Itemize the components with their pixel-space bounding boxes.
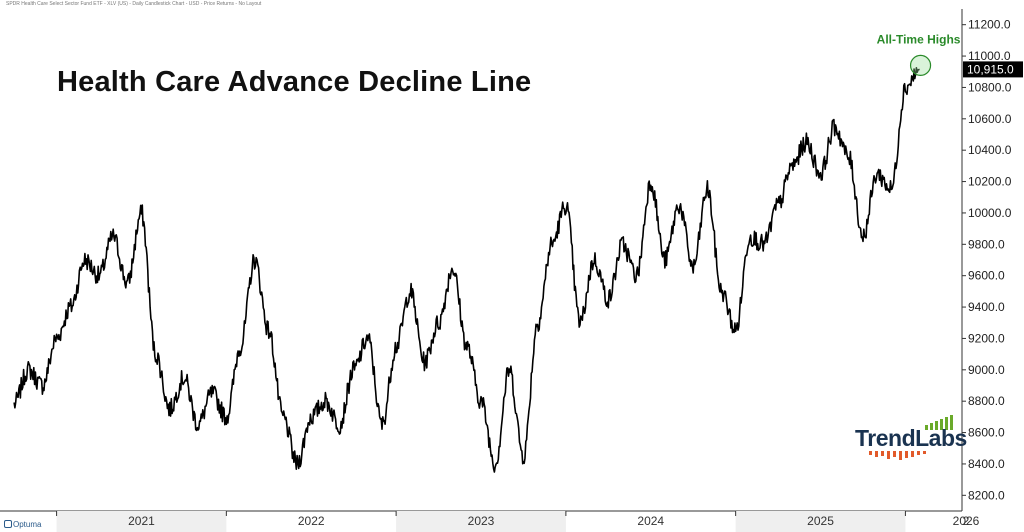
y-tick-label: 10800.0 — [968, 80, 1012, 94]
x-tick-label: 2023 — [468, 514, 495, 528]
all-time-high-marker — [909, 54, 932, 76]
last-value-box — [963, 61, 1023, 78]
y-tick-label: 11200.0 — [968, 18, 1011, 32]
x-band — [56, 511, 227, 532]
x-axis-bands — [56, 511, 906, 532]
optuma-watermark: Optuma — [4, 520, 41, 529]
y-tick-label: 8200.0 — [968, 488, 1005, 502]
last-value-label: 10,915.0 — [967, 62, 1014, 76]
chart-title: Health Care Advance Decline Line — [57, 66, 532, 98]
x-tick-label: 2 — [963, 514, 970, 528]
y-tick-label: 10000.0 — [968, 206, 1012, 220]
x-tick-label: 2024 — [637, 514, 664, 528]
y-tick-label: 10600.0 — [968, 112, 1012, 126]
ad-line-series — [13, 67, 920, 473]
y-tick-label: 11000.0 — [968, 49, 1011, 63]
y-tick-label: 8600.0 — [968, 426, 1005, 440]
optuma-label: Optuma — [13, 520, 42, 529]
annotation-label: All-Time Highs — [877, 32, 961, 46]
x-tick-label: 2025 — [807, 514, 834, 528]
x-tick-label: 2022 — [298, 514, 325, 528]
y-tick-label: 10400.0 — [968, 143, 1012, 157]
logo-bars-graphic — [869, 415, 953, 460]
y-tick-label: 9800.0 — [968, 237, 1005, 251]
logo-text: TrendLabs — [855, 425, 967, 451]
trendlabs-logo: TrendLabs — [855, 415, 967, 463]
annotation-layer: All-Time Highs 10,915.0 — [877, 32, 1023, 78]
y-tick-label: 9600.0 — [968, 269, 1005, 283]
y-tick-label: 9200.0 — [968, 331, 1005, 345]
y-tick-label: 8400.0 — [968, 457, 1005, 471]
x-band — [396, 511, 566, 532]
series-layer — [13, 67, 920, 473]
chart-header: SPDR Health Care Select Sector Fund ETF … — [6, 1, 262, 7]
optuma-icon — [4, 520, 12, 528]
x-tick-label: 2021 — [128, 514, 155, 528]
x-band — [735, 511, 906, 532]
y-tick-label: 8800.0 — [968, 394, 1005, 408]
y-tick-label: 10200.0 — [968, 175, 1012, 189]
y-tick-label: 9000.0 — [968, 363, 1005, 377]
y-axis-ticks: 8200.0 8400.0 8600.0 8800.0 9000.0 9200.0 9400… — [962, 18, 1012, 502]
x-tick-label: 2026 — [953, 514, 980, 528]
y-tick-label: 9400.0 — [968, 300, 1005, 314]
